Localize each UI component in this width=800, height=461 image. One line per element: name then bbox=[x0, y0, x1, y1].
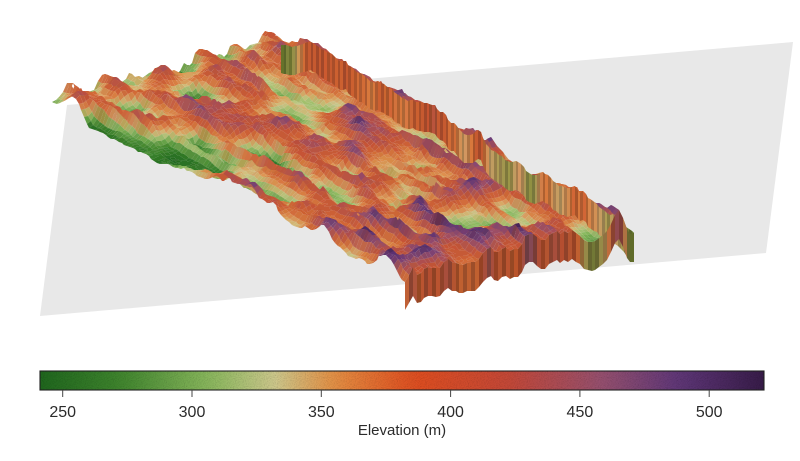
svg-text:250: 250 bbox=[49, 404, 76, 421]
svg-text:500: 500 bbox=[696, 404, 723, 421]
svg-text:Elevation (m): Elevation (m) bbox=[358, 422, 446, 439]
svg-text:450: 450 bbox=[567, 404, 594, 421]
svg-text:350: 350 bbox=[308, 404, 335, 421]
svg-text:400: 400 bbox=[437, 404, 464, 421]
svg-text:300: 300 bbox=[179, 404, 206, 421]
